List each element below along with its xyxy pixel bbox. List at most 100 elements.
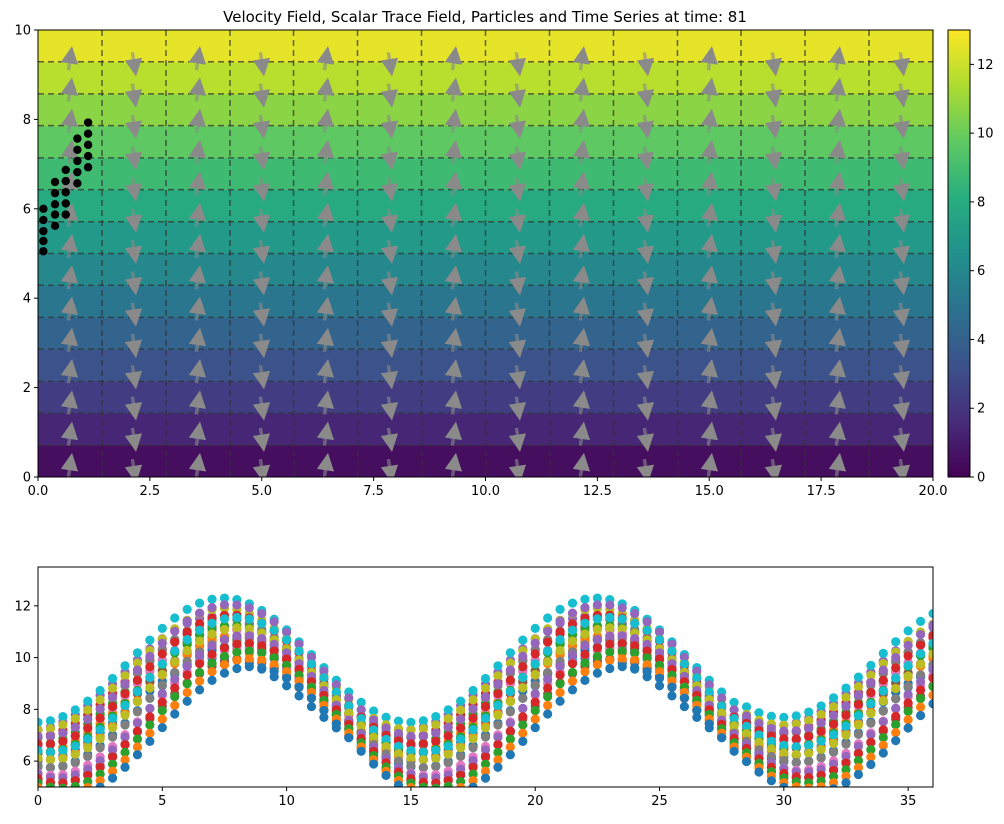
series-point: [45, 724, 56, 734]
series-point: [518, 662, 528, 672]
series-point: [145, 651, 155, 661]
series-point: [555, 679, 565, 689]
series-point: [928, 682, 933, 692]
velocity-arrow: [444, 296, 463, 321]
velocity-arrow: [188, 46, 207, 71]
series-point: [567, 636, 578, 646]
series-point: [107, 745, 118, 755]
particle: [50, 188, 60, 198]
series-point: [232, 639, 242, 649]
x-tick-label: 35: [900, 794, 917, 809]
velocity-arrow: [60, 265, 79, 290]
series-point: [816, 745, 826, 755]
series-point: [480, 773, 491, 783]
series-point: [219, 668, 230, 678]
velocity-arrow: [508, 396, 527, 421]
velocity-arrow: [252, 333, 271, 359]
x-tick-label: 25: [651, 794, 668, 809]
velocity-arrow: [636, 333, 655, 359]
velocity-arrow: [636, 177, 655, 202]
velocity-arrow: [444, 171, 463, 196]
series-point: [120, 710, 130, 720]
series-point: [70, 781, 80, 787]
series-point: [518, 712, 528, 722]
series-point: [456, 705, 466, 715]
series-point: [866, 759, 876, 770]
series-point: [505, 734, 515, 744]
series-point: [83, 696, 93, 706]
series-point: [431, 789, 440, 798]
series-point: [853, 729, 864, 740]
series-point: [741, 702, 752, 712]
series-point: [443, 722, 453, 733]
series-point: [915, 693, 926, 704]
velocity-arrow: [124, 208, 143, 233]
series-point: [580, 641, 590, 651]
time-series-points: [38, 593, 933, 801]
series-point: [219, 624, 230, 635]
particle: [83, 163, 93, 172]
series-point: [431, 736, 441, 746]
velocity-arrow: [316, 46, 335, 71]
series-point: [95, 713, 105, 723]
series-point: [46, 792, 55, 801]
particle: [50, 200, 60, 209]
series-point: [418, 731, 428, 741]
velocity-arrow: [316, 359, 335, 384]
series-point: [83, 789, 92, 798]
series-point: [493, 747, 503, 757]
series-point: [456, 696, 466, 706]
series-point: [779, 756, 789, 766]
series-point: [630, 648, 640, 658]
series-point: [866, 745, 876, 755]
series-point: [505, 707, 515, 717]
series-point: [891, 652, 901, 663]
series-point: [157, 680, 167, 690]
series-point: [567, 625, 578, 635]
series-point: [518, 651, 528, 661]
series-point: [679, 701, 689, 712]
series-point: [282, 627, 292, 637]
series-point: [580, 594, 590, 604]
series-point: [928, 699, 933, 709]
series-point: [518, 728, 528, 738]
series-point: [83, 743, 93, 753]
series-point: [418, 739, 428, 749]
particle: [73, 179, 82, 188]
series-point: [58, 753, 68, 764]
velocity-arrow: [316, 77, 335, 102]
series-point: [828, 738, 839, 749]
series-point: [642, 667, 652, 677]
velocity-arrow: [380, 333, 399, 359]
series-point: [804, 756, 814, 767]
particle: [50, 210, 60, 219]
series-point: [194, 636, 205, 646]
series-point: [70, 722, 80, 733]
series-point: [617, 662, 627, 672]
velocity-arrow: [892, 83, 911, 108]
x-tick-label: 0: [34, 794, 42, 809]
velocity-arrow: [764, 302, 783, 327]
velocity-arrow: [636, 145, 655, 171]
series-point: [431, 783, 441, 787]
series-point: [431, 711, 441, 722]
series-point: [58, 745, 68, 756]
velocity-arrow: [188, 108, 207, 134]
velocity-arrow: [444, 327, 463, 353]
particle: [61, 210, 70, 219]
series-point: [853, 699, 864, 709]
series-point: [592, 643, 602, 653]
series-point: [791, 742, 801, 752]
series-point: [45, 731, 56, 741]
series-point: [244, 662, 254, 672]
series-point: [232, 655, 242, 665]
series-point: [878, 659, 888, 669]
series-point: [817, 788, 826, 797]
series-point: [356, 746, 366, 756]
series-point: [157, 706, 167, 716]
series-point: [903, 715, 913, 725]
velocity-arrow: [380, 83, 399, 108]
series-point: [132, 665, 143, 675]
series-point: [132, 675, 143, 685]
velocity-arrow: [892, 396, 911, 421]
